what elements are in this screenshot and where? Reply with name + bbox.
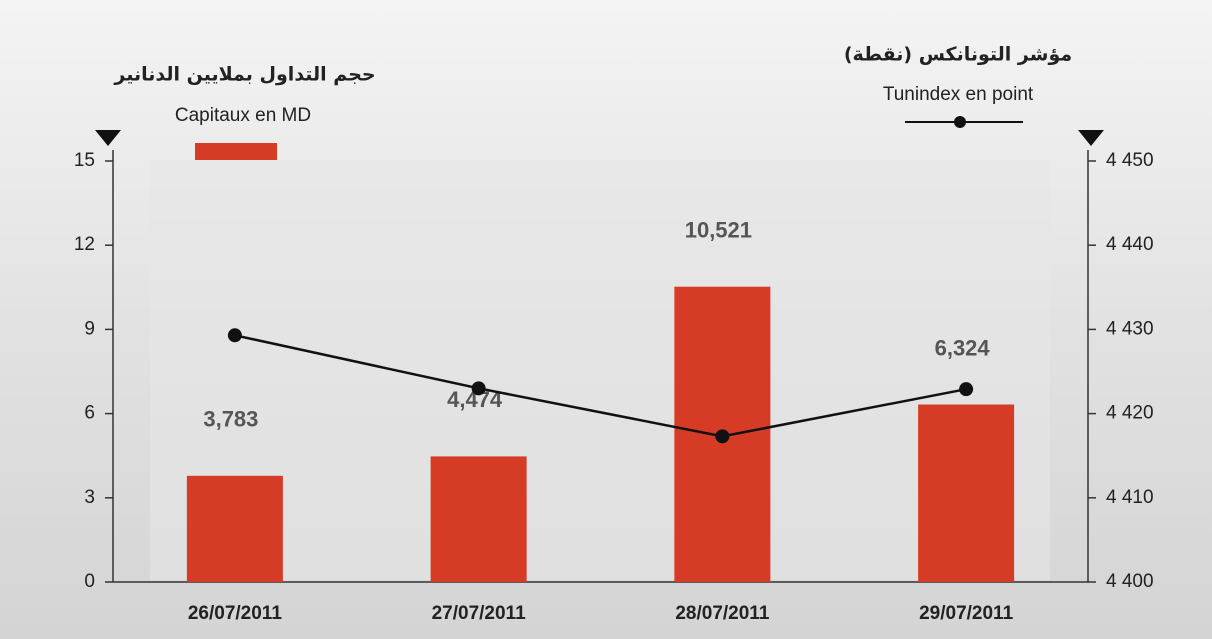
y-tick-label: 0	[84, 571, 95, 592]
legend-label-ar: حجم التداول بملايين الدنانير	[113, 64, 375, 86]
y2-tick-label: 4 440	[1106, 234, 1154, 255]
x-tick-label: 28/07/2011	[675, 603, 769, 624]
legend-marker	[954, 116, 966, 128]
y2-tick-label: 4 420	[1106, 403, 1154, 424]
building-backdrop	[150, 160, 1050, 580]
x-tick-label: 26/07/2011	[188, 603, 282, 624]
line-marker	[228, 328, 242, 342]
legend-label: Capitaux en MD	[175, 105, 311, 126]
y-tick-label: 15	[74, 150, 95, 171]
y2-tick-label: 4 400	[1106, 571, 1154, 592]
line-marker	[715, 429, 729, 443]
x-tick-label: 29/07/2011	[919, 603, 1013, 624]
chart: حجم التداول بملايين الدنانير Capitaux en…	[0, 0, 1212, 639]
bar	[918, 405, 1014, 582]
y-tick-label: 6	[84, 403, 95, 424]
legend-swatch	[195, 143, 277, 160]
value-label: 3,783	[203, 407, 258, 432]
y2-tick-label: 4 450	[1106, 150, 1154, 171]
legend-label-ar: مؤشر التونانكس (نقطة)	[844, 44, 1072, 66]
value-label: 6,324	[935, 335, 991, 360]
value-label: 10,521	[685, 218, 752, 243]
line-marker	[959, 382, 973, 396]
bar	[431, 456, 527, 582]
legend-label: Tunindex en point	[883, 84, 1034, 105]
y-tick-label: 12	[74, 234, 95, 255]
x-tick-label: 27/07/2011	[432, 603, 526, 624]
y-tick-label: 3	[84, 487, 95, 508]
y2-tick-label: 4 410	[1106, 487, 1154, 508]
y2-tick-label: 4 430	[1106, 318, 1154, 339]
line-marker	[472, 381, 486, 395]
bar	[187, 476, 283, 582]
y-tick-label: 9	[84, 318, 95, 339]
